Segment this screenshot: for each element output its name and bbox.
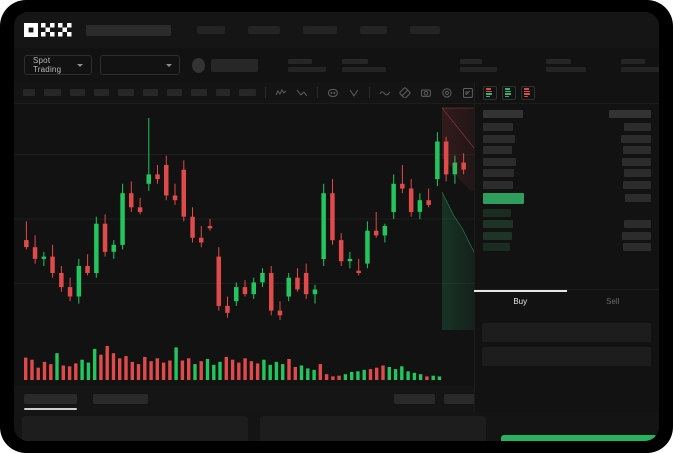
submit-order-button[interactable] <box>501 435 657 441</box>
volume-svg <box>24 346 442 380</box>
stat-high-24h <box>459 58 497 72</box>
chart-toolbar <box>14 82 474 104</box>
wave-icon[interactable] <box>379 87 391 99</box>
bottom-panel-positions[interactable] <box>22 416 248 441</box>
nav-item-1[interactable] <box>197 26 225 34</box>
chevron-down-icon <box>76 63 83 67</box>
pair-selector[interactable] <box>99 55 181 75</box>
pair-name-label <box>211 58 258 72</box>
chevron-down-icon <box>166 63 173 67</box>
order-book-row-ask[interactable] <box>483 180 651 189</box>
bids-depth-icon[interactable] <box>502 85 516 100</box>
tab-buy[interactable]: Buy <box>474 290 567 313</box>
order-book-row-ask[interactable] <box>483 146 651 155</box>
tab-order-history[interactable] <box>93 394 149 404</box>
order-book-rows <box>475 104 659 252</box>
toolbar-interval-8[interactable] <box>190 89 207 96</box>
order-form <box>474 315 659 405</box>
order-book-row-bid[interactable] <box>483 208 651 217</box>
compare-icon[interactable] <box>348 87 360 99</box>
toolbar-interval-5[interactable] <box>118 89 135 96</box>
nav-item-5[interactable] <box>410 26 440 34</box>
order-book-row-ask[interactable] <box>483 134 651 143</box>
line-chart-icon[interactable] <box>275 87 287 99</box>
both-depth-icon[interactable] <box>483 85 497 100</box>
market-type-selector[interactable]: Spot Trading <box>24 55 92 75</box>
order-book-spread-row <box>483 192 651 204</box>
toolbar-divider <box>265 87 267 98</box>
asks-depth-icon[interactable] <box>521 85 535 100</box>
nav-item-4[interactable] <box>360 26 387 34</box>
fullscreen-icon[interactable] <box>462 87 474 99</box>
toolbar-interval-10[interactable] <box>239 89 257 96</box>
action-hide-all[interactable] <box>394 394 435 404</box>
tab-sell-label: Sell <box>606 297 620 306</box>
main-nav <box>197 26 440 34</box>
order-book-column-headers <box>483 110 651 118</box>
toolbar-interval-2[interactable] <box>43 89 61 96</box>
tab-sell[interactable]: Sell <box>567 290 660 313</box>
tab-open-orders[interactable] <box>24 394 78 410</box>
candlestick-chart[interactable] <box>14 104 474 334</box>
amount-input[interactable] <box>482 347 651 366</box>
order-book-row-bid[interactable] <box>483 243 651 252</box>
candlestick-svg <box>14 118 474 320</box>
buy-sell-tabs: Buy Sell <box>474 289 659 313</box>
okx-logo[interactable] <box>24 23 72 37</box>
toolbar-interval-4[interactable] <box>93 89 110 96</box>
order-book-row-ask[interactable] <box>483 157 651 166</box>
toolbar-divider <box>316 87 318 98</box>
chart-bottom-tabbar <box>14 386 484 412</box>
stat-change-24h <box>341 58 386 72</box>
order-book-row-ask[interactable] <box>483 123 651 131</box>
volume-chart[interactable] <box>14 334 474 386</box>
order-book-modes <box>475 82 659 104</box>
nav-item-3[interactable] <box>303 26 337 34</box>
order-book-row-bid[interactable] <box>483 220 651 229</box>
market-stats <box>272 58 659 72</box>
pair-avatar <box>192 57 206 73</box>
app-screen: Spot Trading <box>14 12 659 441</box>
search-input[interactable] <box>86 24 171 36</box>
bottom-panel-assets[interactable] <box>260 416 486 441</box>
order-book-row-ask[interactable] <box>483 169 651 178</box>
stat-low-24h <box>545 58 586 72</box>
order-book-row-bid[interactable] <box>483 231 651 240</box>
toolbar-interval-6[interactable] <box>143 89 158 96</box>
market-type-label: Spot Trading <box>33 56 62 74</box>
toolbar-interval-3[interactable] <box>69 89 85 96</box>
stat-volume-24h <box>620 58 659 72</box>
trend-down-icon[interactable] <box>296 87 308 99</box>
toolbar-interval-9[interactable] <box>215 89 231 96</box>
magnet-icon[interactable] <box>399 86 411 99</box>
stat-last-price <box>287 58 326 72</box>
indicator-icon[interactable] <box>327 87 339 99</box>
bottom-bar <box>14 412 659 441</box>
toolbar-interval-7[interactable] <box>166 89 182 96</box>
sub-header: Spot Trading <box>14 48 659 82</box>
settings-icon[interactable] <box>441 87 453 99</box>
nav-item-2[interactable] <box>248 26 280 34</box>
action-cancel-all[interactable] <box>443 394 484 404</box>
toolbar-interval-1[interactable] <box>23 89 35 96</box>
price-input[interactable] <box>482 323 651 342</box>
top-header <box>14 12 659 48</box>
camera-icon[interactable] <box>420 87 432 99</box>
tab-buy-label: Buy <box>513 297 528 306</box>
toolbar-divider <box>368 87 370 98</box>
